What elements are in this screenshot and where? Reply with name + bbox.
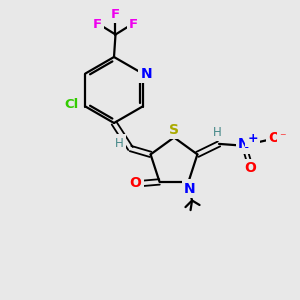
- Text: ⁻: ⁻: [279, 131, 286, 144]
- Text: F: F: [111, 8, 120, 21]
- Text: O: O: [268, 131, 280, 146]
- Text: N: N: [238, 137, 250, 152]
- Text: +: +: [248, 132, 258, 145]
- Text: F: F: [93, 17, 102, 31]
- Text: S: S: [169, 123, 179, 137]
- Text: H: H: [213, 126, 222, 139]
- Text: H: H: [115, 136, 124, 150]
- Text: N: N: [140, 67, 152, 80]
- Text: Cl: Cl: [64, 98, 78, 112]
- Text: O: O: [130, 176, 142, 190]
- Text: F: F: [129, 17, 138, 31]
- Text: O: O: [244, 161, 256, 176]
- Text: N: N: [184, 182, 196, 196]
